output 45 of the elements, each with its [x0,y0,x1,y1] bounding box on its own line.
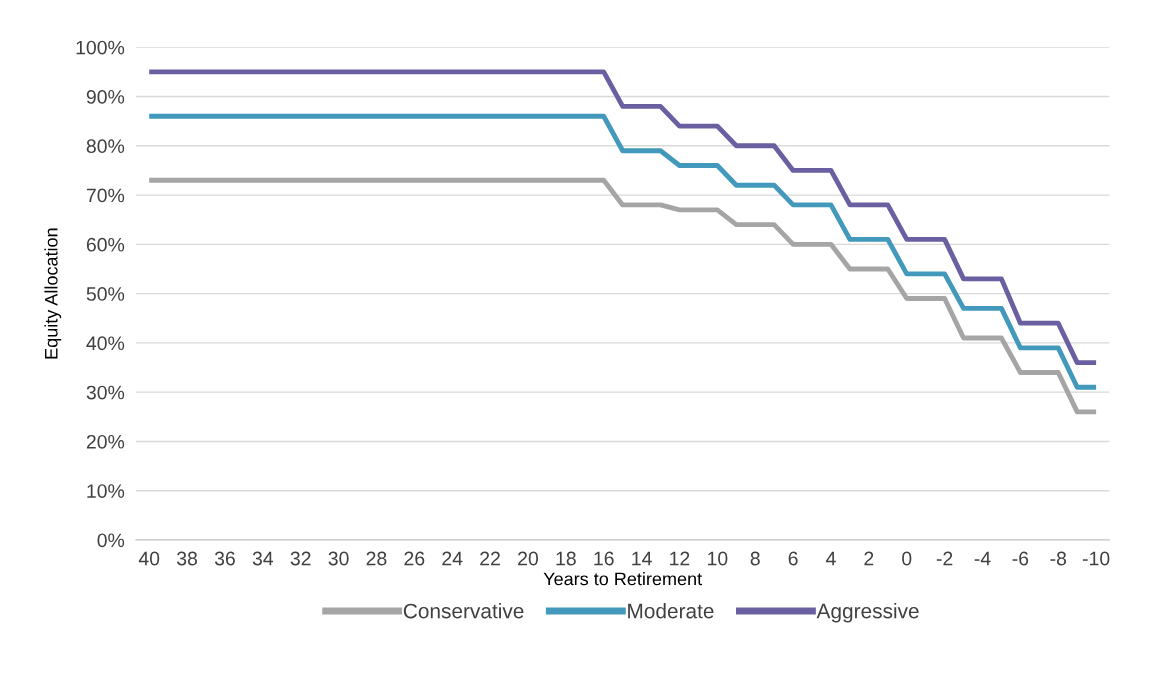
x-tick-label: 22 [480,551,500,566]
x-tick-label: -4 [974,551,991,566]
x-tick-label: 40 [138,551,160,566]
x-tick-label: 6 [788,551,798,566]
x-tick-label: 10 [708,551,728,566]
line-series [146,113,1099,390]
x-axis-title: Years to Retirement [543,572,702,586]
x-tick-label: 30 [328,551,349,566]
y-tick-label: 80% [86,139,125,154]
x-tick-label: 28 [366,551,387,566]
x-tick-label: 16 [594,551,614,566]
y-tick-label: 30% [86,385,125,400]
y-tick-label: 0% [97,533,125,548]
x-tick-label: 38 [177,551,198,566]
legend-label: Conservative [403,603,524,619]
line-series [146,69,1099,366]
line-series [146,177,1099,415]
x-tick-label: 0 [902,551,912,566]
x-tick-label: 24 [442,551,463,566]
x-tick-label: 12 [670,551,690,566]
x-tick-label: -2 [936,551,953,566]
x-tick-label: -10 [1082,551,1110,566]
y-tick-label: 60% [86,237,125,252]
legend-label: Moderate [628,603,714,619]
x-tick-label: -6 [1012,551,1029,566]
x-tick-label: 20 [518,551,539,566]
y-tick-label: 40% [86,336,125,351]
y-tick-label: 10% [87,484,125,498]
x-tick-label: 8 [750,551,760,566]
x-tick-label: 4 [826,551,836,566]
x-tick-label: -8 [1050,551,1067,566]
y-tick-label: 90% [86,89,125,104]
y-tick-label: 100% [76,40,125,55]
x-tick-label: 32 [290,551,311,566]
x-tick-label: 18 [556,551,576,566]
x-tick-label: 36 [214,551,235,566]
y-tick-label: 20% [86,434,125,449]
x-tick-label: 14 [632,551,652,566]
x-tick-label: 26 [404,551,425,566]
x-tick-label: 2 [864,551,874,566]
y-tick-label: 70% [86,188,125,203]
x-tick-label: 34 [252,551,274,566]
y-tick-label: 50% [86,287,125,301]
legend-label: Aggressive [816,603,919,623]
y-axis-title: Equity Allocation [44,228,62,359]
